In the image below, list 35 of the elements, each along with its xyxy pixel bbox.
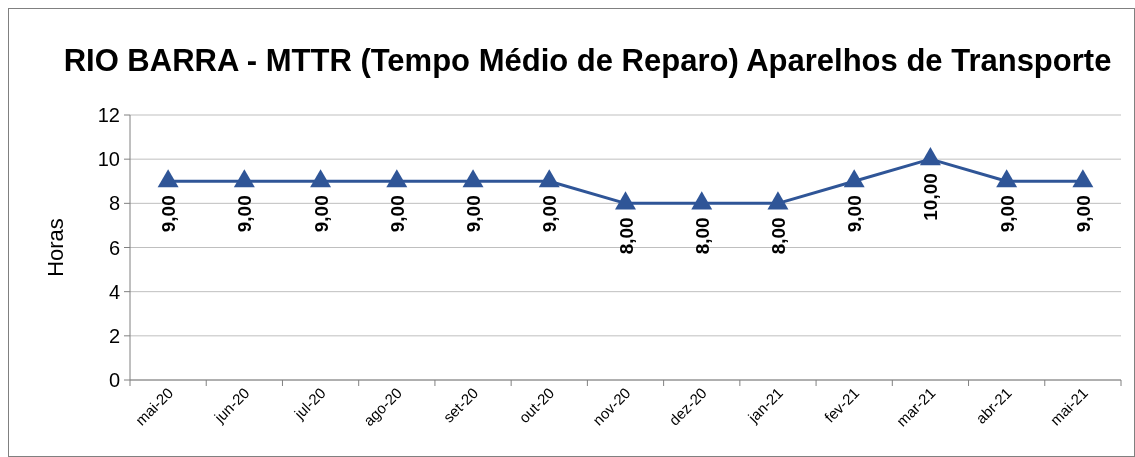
- y-tick-label: 4: [108, 280, 120, 303]
- point: [386, 169, 408, 188]
- data-label: 9,00: [844, 195, 866, 233]
- point: [691, 191, 713, 210]
- point: [157, 169, 179, 188]
- y-tick-label: 0: [108, 369, 120, 391]
- data-label: 9,00: [158, 195, 180, 233]
- chart-title: RIO BARRA - MTTR (Tempo Médio de Reparo) Aparelhos de Transporte: [63, 43, 1112, 78]
- y-axis-title: Horas: [43, 218, 68, 277]
- data-label: 9,00: [234, 195, 256, 233]
- data-label: 9,00: [1072, 195, 1094, 233]
- point: [233, 169, 255, 188]
- point: [1072, 169, 1094, 188]
- point: [310, 169, 332, 188]
- y-tick-label: 12: [97, 104, 120, 126]
- point: [767, 191, 789, 210]
- data-label: 9,00: [386, 195, 408, 233]
- point: [996, 169, 1018, 188]
- data-label: 8,00: [767, 217, 789, 255]
- point: [843, 169, 865, 188]
- point: [615, 191, 636, 210]
- data-label: 9,00: [463, 195, 485, 233]
- data-label: 10,00: [920, 173, 942, 221]
- y-tick-label: 10: [97, 148, 120, 171]
- data-label: 9,00: [539, 195, 561, 233]
- data-label: 9,00: [996, 195, 1018, 233]
- data-label: 9,00: [310, 195, 332, 233]
- point: [462, 169, 484, 188]
- data-label: 8,00: [615, 217, 637, 255]
- point: [538, 169, 560, 188]
- y-tick-label: 8: [108, 192, 120, 215]
- y-tick-label: 2: [108, 324, 120, 347]
- y-tick-label: 6: [108, 236, 120, 259]
- data-label: 8,00: [691, 217, 713, 255]
- point: [919, 147, 941, 166]
